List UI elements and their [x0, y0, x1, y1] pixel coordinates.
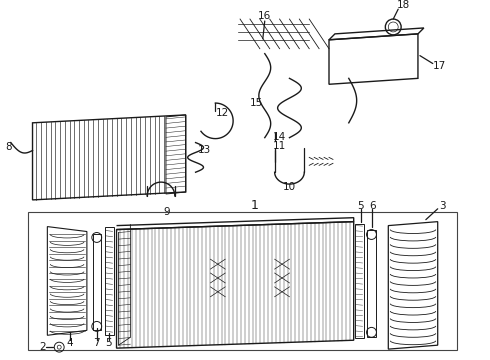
Text: 5: 5 [105, 338, 112, 348]
Text: 11: 11 [273, 140, 286, 150]
Text: 1: 1 [251, 199, 259, 212]
Text: 9: 9 [164, 207, 170, 217]
Text: 13: 13 [198, 145, 211, 156]
Bar [105, 226, 114, 335]
Text: 17: 17 [433, 60, 446, 71]
Text: 15: 15 [250, 98, 264, 108]
Text: 7: 7 [94, 338, 100, 348]
Bar [27, 212, 458, 350]
Bar [355, 224, 364, 338]
Bar [93, 234, 101, 330]
Text: 4: 4 [67, 338, 74, 348]
Text: 3: 3 [440, 201, 446, 211]
Text: 18: 18 [396, 0, 410, 10]
Text: 2: 2 [39, 342, 46, 352]
Text: 8: 8 [5, 141, 12, 152]
Text: 10: 10 [283, 182, 296, 192]
Text: 12: 12 [216, 108, 229, 118]
Text: 6: 6 [369, 201, 376, 211]
Text: 14: 14 [273, 132, 286, 141]
Text: 5: 5 [357, 201, 364, 211]
Text: 16: 16 [258, 11, 271, 21]
Bar [367, 230, 376, 337]
